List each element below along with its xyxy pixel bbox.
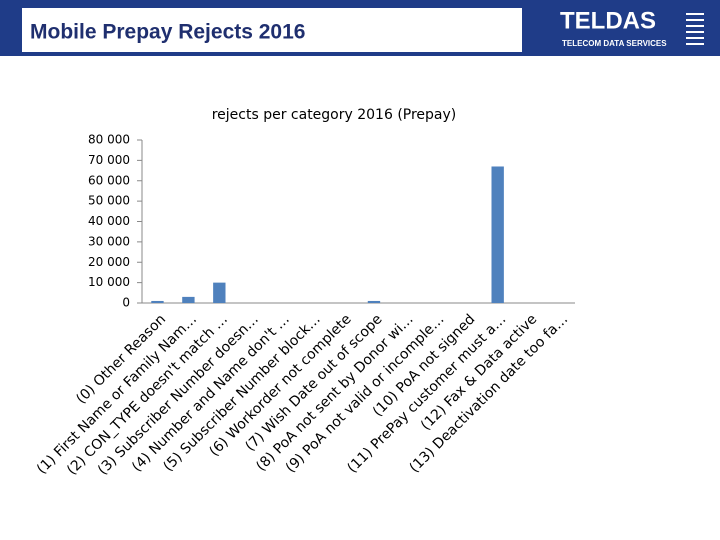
bar [151,300,164,303]
y-tick-label: 50 000 [88,194,130,208]
slide-title: Mobile Prepay Rejects 2016 [30,21,305,44]
logo-subtitle: TELECOM DATA SERVICES [562,39,667,48]
logo: TELDAS [560,7,656,34]
y-tick-label: 70 000 [88,153,130,167]
y-tick-label: 60 000 [88,173,130,187]
title-box [22,8,522,52]
bar [213,282,226,303]
y-tick-label: 20 000 [88,255,130,269]
chart-title: rejects per category 2016 (Prepay) [212,107,457,123]
logo-icon [686,13,704,45]
y-tick-label: 10 000 [88,275,130,289]
bar [491,166,504,303]
y-tick-label: 0 [122,296,130,310]
bar [182,296,195,303]
y-tick-label: 40 000 [88,214,130,228]
bar [367,300,381,303]
y-tick-label: 80 000 [88,133,130,147]
y-tick-label: 30 000 [88,234,130,248]
